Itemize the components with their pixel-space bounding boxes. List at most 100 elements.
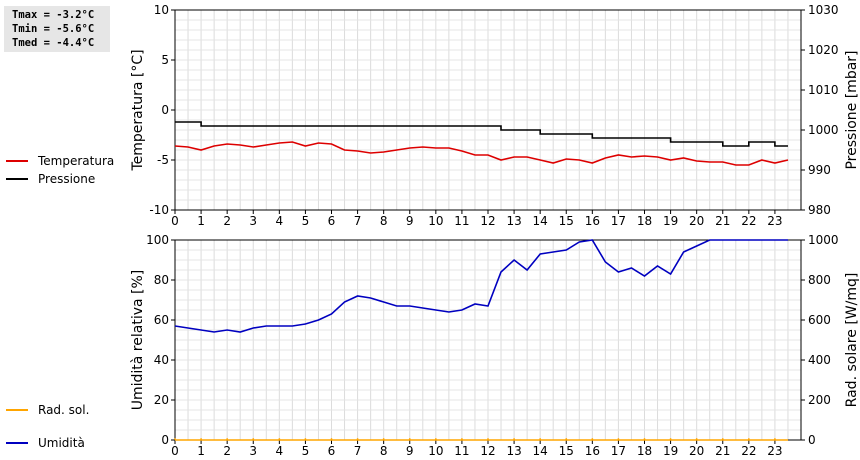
x-tick-label: 19 bbox=[663, 214, 678, 228]
x-tick-label: 21 bbox=[715, 444, 730, 458]
y-left-axis-title: Umidità relativa [%] bbox=[130, 270, 146, 411]
legend-label-umidita: Umidità bbox=[38, 436, 85, 450]
legend-swatch-temperatura bbox=[6, 160, 28, 162]
legend-swatch-radsol bbox=[6, 409, 28, 411]
series-rad-sol--point bbox=[539, 438, 542, 440]
x-tick-label: 15 bbox=[559, 214, 574, 228]
y-right-tick-label: 600 bbox=[808, 313, 831, 327]
x-tick-label: 14 bbox=[533, 444, 548, 458]
series-rad-sol--point bbox=[252, 438, 255, 440]
x-tick-label: 12 bbox=[480, 214, 495, 228]
series-rad-sol--point bbox=[695, 438, 698, 440]
x-tick-label: 5 bbox=[302, 214, 310, 228]
x-tick-label: 15 bbox=[559, 444, 574, 458]
y-left-tick-label: 80 bbox=[154, 273, 169, 287]
x-tick-label: 22 bbox=[741, 214, 756, 228]
series-rad-sol--point bbox=[356, 438, 359, 440]
stat-tmed: Tmed = -4.4°C bbox=[12, 37, 95, 49]
y-right-tick-label: 1000 bbox=[808, 123, 839, 137]
series-umidit--line bbox=[174, 239, 788, 333]
legend-temperatura: Temperatura bbox=[6, 153, 114, 169]
x-tick-label: 9 bbox=[406, 214, 414, 228]
x-tick-label: 3 bbox=[249, 214, 257, 228]
x-tick-label: 2 bbox=[223, 444, 231, 458]
y-right-axis-title: Rad. solare [W/mq] bbox=[844, 273, 860, 408]
y-left-tick-label: -10 bbox=[149, 203, 169, 217]
series-rad-sol--point bbox=[382, 438, 385, 440]
chart-panel-top: 0 1 2 3 4 5 6 7 8 9 10 11 12 13 14 15 16 17 18 19 20 21 22 23-1… bbox=[130, 3, 860, 228]
series-rad-sol--point bbox=[461, 438, 463, 440]
series-rad-sol--point bbox=[591, 438, 594, 440]
x-tick-label: 13 bbox=[506, 444, 521, 458]
y-right-axis-title: Pressione [mbar] bbox=[844, 50, 860, 169]
series-rad-sol--point bbox=[200, 438, 202, 440]
x-tick-label: 14 bbox=[533, 214, 548, 228]
x-tick-label: 6 bbox=[328, 214, 336, 228]
y-left-tick-label: 40 bbox=[154, 353, 169, 367]
x-tick-label: 11 bbox=[454, 444, 469, 458]
x-tick-label: 0 bbox=[171, 214, 179, 228]
legend-radsol: Rad. sol. bbox=[6, 402, 89, 418]
x-tick-label: 4 bbox=[276, 444, 284, 458]
legend-swatch-umidita bbox=[6, 442, 28, 444]
x-tick-label: 22 bbox=[741, 444, 756, 458]
x-tick-label: 18 bbox=[637, 444, 652, 458]
series-rad-sol--point bbox=[278, 438, 281, 440]
x-tick-label: 11 bbox=[454, 214, 469, 228]
y-right-tick-label: 800 bbox=[808, 273, 831, 287]
stat-tmin: Tmin = -5.6°C bbox=[12, 23, 95, 35]
series-rad-sol--point bbox=[434, 438, 437, 440]
series-rad-sol--point bbox=[174, 438, 176, 440]
series-rad-sol--point bbox=[513, 438, 515, 440]
legend-label-pressione: Pressione bbox=[38, 172, 96, 186]
series-temperatura-line bbox=[174, 141, 789, 166]
y-left-tick-label: 100 bbox=[146, 233, 169, 247]
x-tick-label: 12 bbox=[480, 444, 495, 458]
series-rad-sol--point bbox=[226, 438, 229, 440]
x-tick-label: 1 bbox=[197, 444, 205, 458]
y-left-tick-label: 60 bbox=[154, 313, 169, 327]
y-right-tick-label: 990 bbox=[808, 163, 831, 177]
x-tick-label: 7 bbox=[354, 444, 362, 458]
series-rad-sol--point bbox=[774, 438, 776, 440]
series-rad-sol--point bbox=[487, 438, 489, 440]
x-tick-label: 13 bbox=[506, 214, 521, 228]
stat-tmax: Tmax = -3.2°C bbox=[12, 9, 95, 21]
y-left-axis-title: Temperatura [°C] bbox=[130, 49, 146, 171]
x-tick-label: 16 bbox=[585, 214, 600, 228]
x-tick-label: 10 bbox=[428, 444, 443, 458]
x-tick-label: 20 bbox=[689, 444, 704, 458]
y-left-tick-label: 10 bbox=[154, 3, 169, 17]
y-left-tick-label: -5 bbox=[157, 153, 169, 167]
series-rad-sol--point bbox=[330, 438, 333, 440]
x-tick-label: 23 bbox=[767, 214, 782, 228]
series-rad-sol--point bbox=[408, 438, 411, 440]
series-rad-sol--point bbox=[721, 438, 724, 440]
legend-umidita: Umidità bbox=[6, 435, 85, 451]
y-left-tick-label: 0 bbox=[161, 433, 169, 447]
series-rad-sol--point bbox=[304, 438, 307, 440]
y-right-tick-label: 1000 bbox=[808, 233, 839, 247]
y-right-tick-label: 980 bbox=[808, 203, 831, 217]
x-tick-label: 4 bbox=[276, 214, 284, 228]
x-tick-label: 6 bbox=[328, 444, 336, 458]
x-tick-label: 7 bbox=[354, 214, 362, 228]
x-tick-label: 1 bbox=[197, 214, 205, 228]
series-rad-sol--point bbox=[617, 438, 620, 440]
y-right-tick-label: 400 bbox=[808, 353, 831, 367]
y-right-tick-label: 0 bbox=[808, 433, 816, 447]
x-tick-label: 20 bbox=[689, 214, 704, 228]
legend-pressione: Pressione bbox=[6, 171, 95, 187]
x-tick-label: 17 bbox=[611, 444, 626, 458]
y-right-tick-label: 1010 bbox=[808, 83, 839, 97]
legend-swatch-pressione bbox=[6, 178, 28, 180]
legend-label-radsol: Rad. sol. bbox=[38, 403, 90, 417]
stats-box: Tmax = -3.2°C Tmin = -5.6°C Tmed = -4.4°… bbox=[4, 6, 110, 52]
x-tick-label: 17 bbox=[611, 214, 626, 228]
x-tick-label: 10 bbox=[428, 214, 443, 228]
series-pressione-line bbox=[175, 121, 788, 147]
x-tick-label: 19 bbox=[663, 444, 678, 458]
x-tick-label: 8 bbox=[380, 214, 388, 228]
series-rad-sol--point bbox=[747, 438, 750, 440]
